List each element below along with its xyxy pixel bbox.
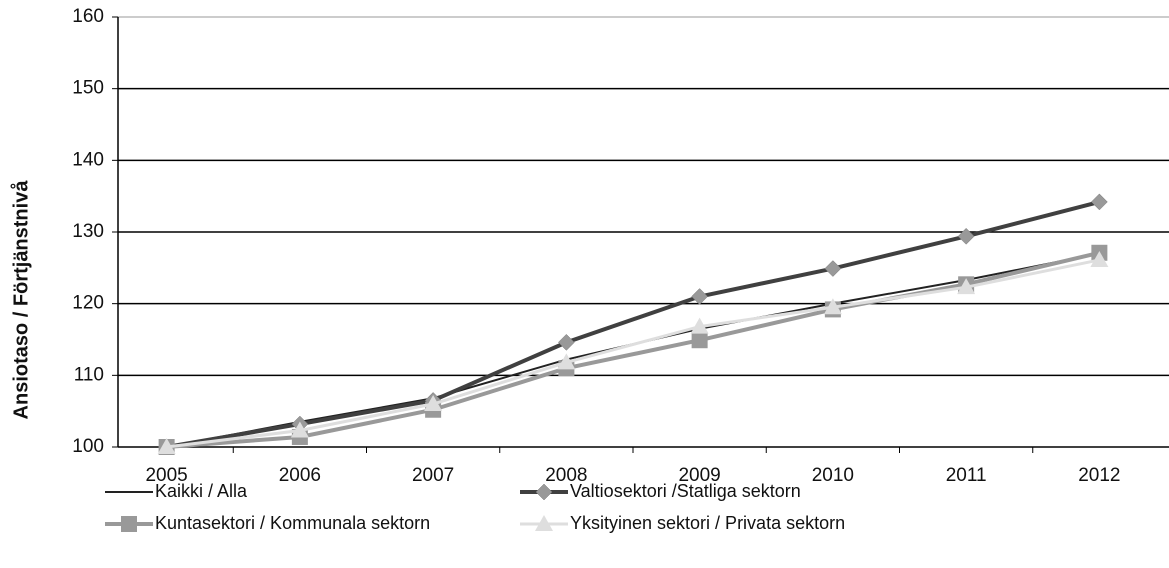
point-marker — [824, 260, 842, 277]
y-axis-label: Ansiotaso / Förtjänstnivå — [9, 180, 32, 420]
legend-label: Kaikki / Alla — [155, 481, 248, 501]
x-tick-label: 2008 — [545, 465, 587, 486]
x-tick-label: 2006 — [279, 465, 321, 486]
point-marker — [957, 227, 975, 245]
legend-marker — [121, 516, 137, 532]
y-tick-label: 140 — [72, 149, 104, 170]
y-tick-label: 130 — [72, 221, 104, 242]
legend-marker — [535, 483, 553, 501]
legend-marker — [535, 515, 553, 531]
series-line — [166, 258, 1100, 449]
point-marker — [690, 317, 709, 334]
point-marker — [557, 353, 576, 370]
x-tick-label: 2005 — [145, 465, 187, 486]
x-tick-label: 2007 — [412, 465, 454, 486]
y-tick-label: 160 — [72, 6, 104, 27]
y-tick-label: 150 — [72, 78, 104, 99]
legend-label: Kuntasektori / Kommunala sektorn — [155, 513, 430, 533]
y-tick-label: 120 — [72, 293, 104, 314]
legend-label: Valtiosektori /Statliga sektorn — [570, 481, 801, 501]
point-marker — [424, 395, 443, 411]
legend-label: Yksityinen sektori / Privata sektorn — [570, 513, 845, 533]
point-marker — [823, 298, 842, 315]
y-tick-label: 100 — [72, 436, 104, 457]
point-marker — [691, 288, 708, 305]
point-marker — [290, 421, 309, 438]
point-marker — [957, 278, 976, 295]
x-tick-label: 2010 — [812, 465, 854, 486]
point-marker — [691, 332, 708, 349]
point-marker — [1091, 193, 1108, 211]
y-tick-label: 110 — [74, 364, 104, 385]
x-tick-label: 2011 — [946, 465, 987, 486]
point-marker — [157, 438, 176, 454]
point-marker — [558, 334, 575, 351]
x-tick-label: 2009 — [678, 465, 720, 486]
series-line — [166, 199, 1100, 449]
x-tick-label: 2012 — [1078, 465, 1120, 486]
point-marker — [1090, 250, 1109, 267]
series-line — [166, 250, 1100, 449]
